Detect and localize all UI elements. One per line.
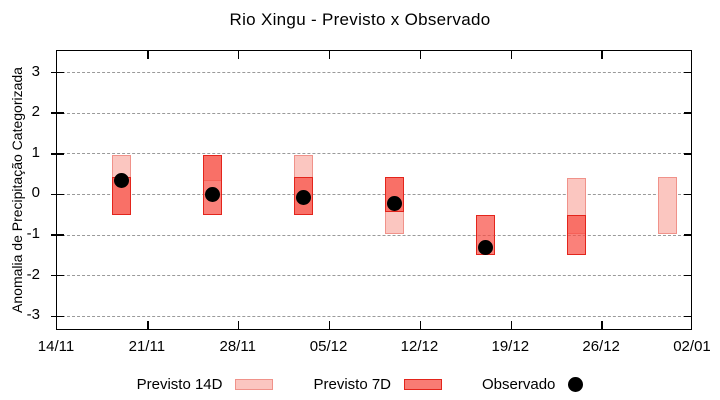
observado-dot	[477, 239, 493, 255]
y-tick-mark	[684, 153, 691, 155]
y-tick-mark	[684, 234, 691, 236]
x-tick-mark	[147, 321, 149, 329]
y-tick-mark	[51, 193, 64, 196]
x-tick-label: 21/11	[128, 338, 166, 355]
x-tick-mark	[328, 321, 331, 329]
y-tick-label: -2	[26, 265, 40, 283]
previsto-7d-bar	[566, 214, 586, 256]
legend-label: Observado	[482, 375, 556, 393]
y-tick-mark	[51, 71, 64, 74]
y-tick-mark	[684, 274, 691, 277]
x-tick-mark	[601, 51, 603, 59]
x-tick-label: 28/11	[219, 338, 256, 355]
y-tick-mark	[51, 234, 64, 236]
y-tick-label: -1	[26, 225, 40, 243]
legend-item: Previsto 14D	[137, 376, 274, 393]
x-tick-mark	[328, 51, 331, 59]
chart-title: Rio Xingu - Previsto x Observado	[229, 10, 491, 29]
gridline	[57, 112, 691, 114]
legend-swatch-14d	[235, 378, 274, 390]
y-tick-label: -3	[26, 306, 40, 324]
y-tick-mark	[684, 193, 691, 196]
gridline	[57, 193, 691, 195]
observado-dot	[386, 195, 402, 211]
observado-dot	[114, 172, 130, 188]
legend-swatch-7d	[404, 378, 443, 390]
gridline	[57, 72, 691, 74]
y-tick-mark	[684, 112, 691, 114]
y-tick-mark	[51, 112, 64, 114]
gridline	[57, 153, 691, 155]
previsto-14d-bar	[657, 176, 677, 234]
legend-label: Previsto 14D	[136, 375, 223, 393]
x-tick-mark	[419, 51, 422, 59]
y-tick-label: 1	[31, 143, 40, 161]
y-tick-mark	[51, 315, 64, 318]
x-tick-mark	[601, 321, 603, 329]
legend-item: Previsto 7D	[313, 375, 443, 393]
legend-label: Previsto 7D	[313, 375, 392, 393]
observado-dot	[296, 189, 312, 205]
x-tick-label: 26/12	[582, 338, 620, 355]
gridline	[57, 275, 691, 277]
plot-area	[51, 50, 692, 330]
y-tick-label: 0	[31, 184, 40, 202]
x-tick-label: 02/01	[673, 338, 711, 355]
y-tick-mark	[51, 274, 64, 277]
x-tick-mark	[237, 51, 240, 59]
y-tick-label: 3	[31, 62, 40, 80]
y-tick-mark	[51, 153, 64, 155]
x-tick-mark	[510, 51, 513, 59]
x-tick-mark	[237, 321, 240, 329]
legend-swatch-observado	[568, 376, 584, 392]
legend-item: Observado	[482, 375, 584, 393]
y-tick-mark	[684, 315, 691, 318]
x-tick-label: 05/12	[309, 338, 348, 355]
previsto-7d-bar	[203, 155, 223, 215]
gridline	[57, 315, 691, 317]
x-tick-label: 12/12	[400, 338, 439, 355]
x-tick-mark	[147, 51, 149, 59]
y-tick-label: 2	[31, 103, 40, 121]
x-tick-label: 14/11	[37, 338, 75, 355]
gridline	[57, 234, 691, 236]
y-tick-mark	[684, 71, 691, 74]
x-tick-label: 19/12	[491, 338, 530, 355]
chart-legend: Previsto 14D Previsto 7D Observado	[0, 371, 720, 397]
x-tick-mark	[510, 321, 513, 329]
x-tick-mark	[419, 321, 422, 329]
observado-dot	[205, 186, 221, 202]
